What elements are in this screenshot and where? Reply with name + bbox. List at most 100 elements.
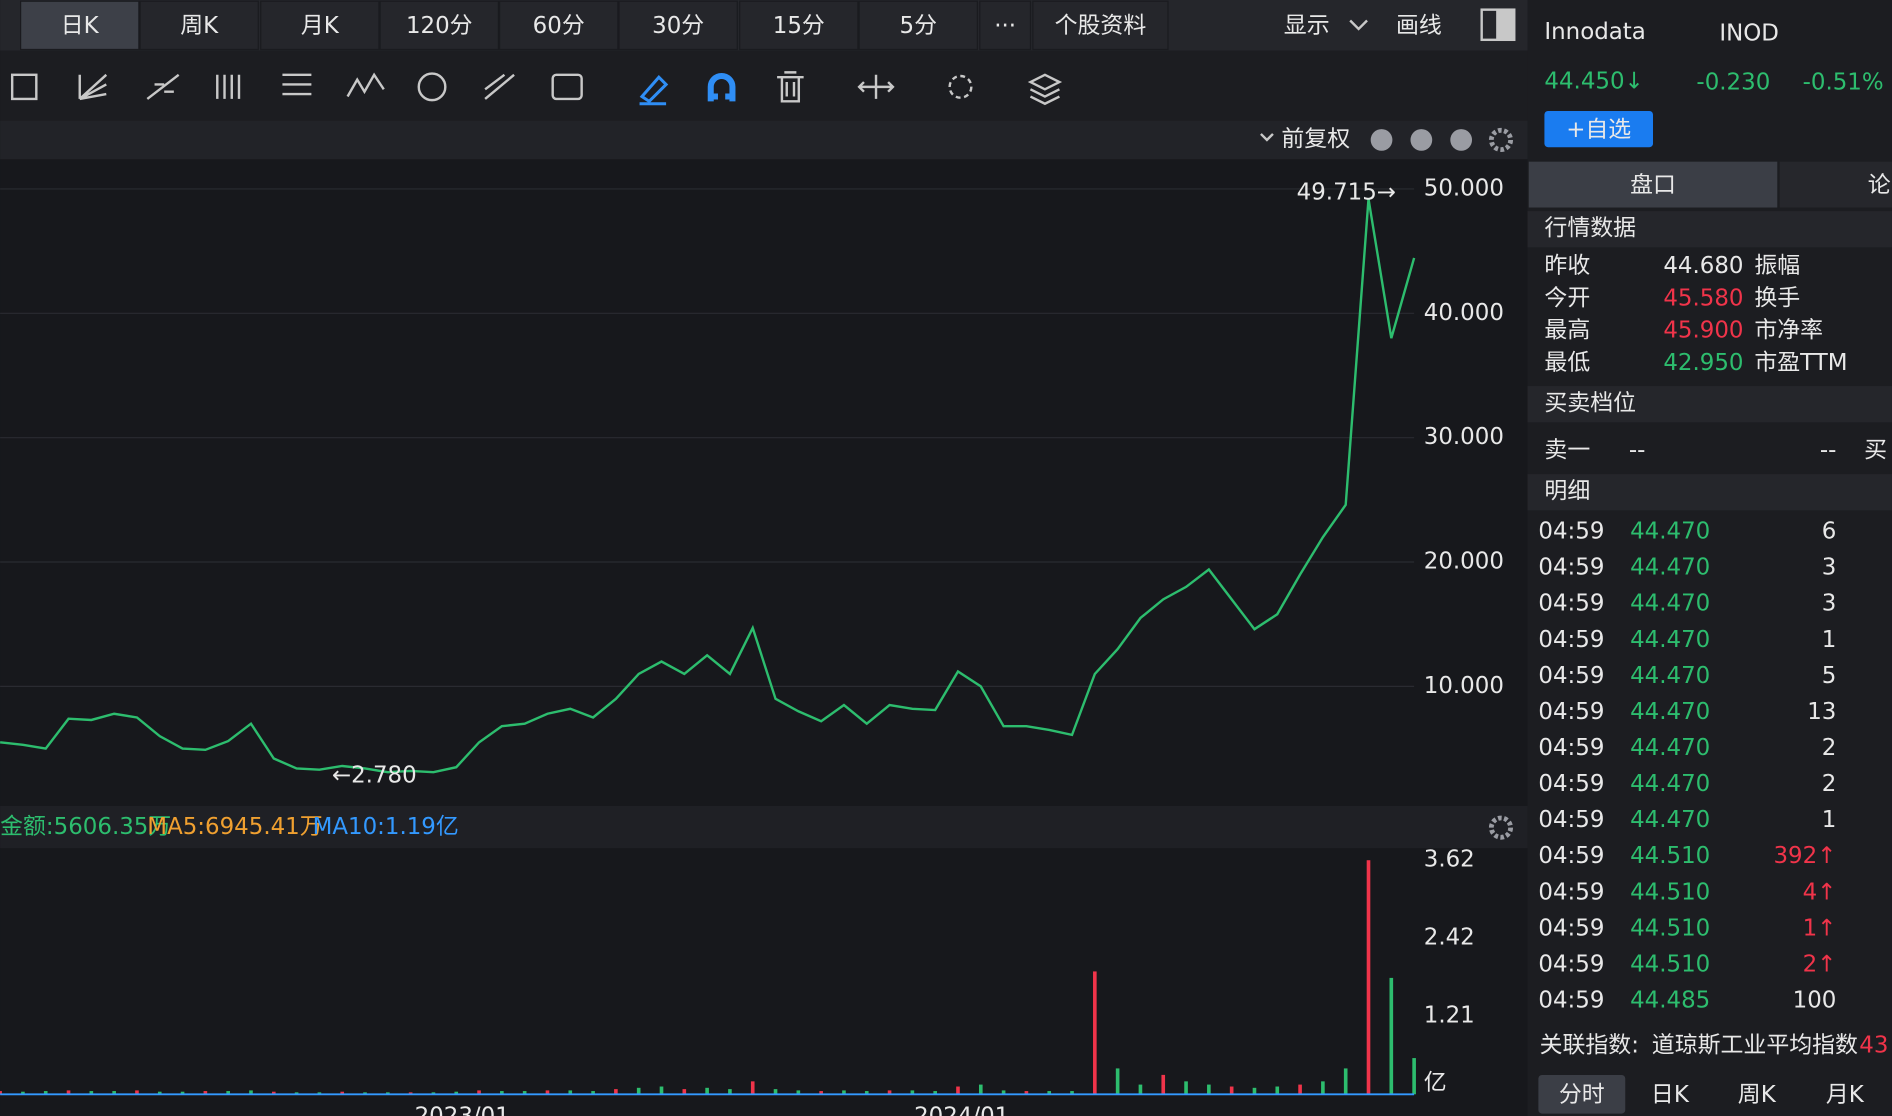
trade-price: 44.470 [1630,519,1710,545]
change-pct: -0.51% [1803,70,1884,96]
tool-icon[interactable] [417,72,447,102]
volume-bar [819,1091,823,1095]
trade-price: 44.470 [1630,699,1710,725]
volume-bar [933,1091,937,1095]
tool-icon[interactable] [948,74,973,99]
tool-icon[interactable] [777,71,804,103]
volume-bar [1252,1087,1257,1095]
tab-bg[interactable] [979,0,1032,51]
trade-volume: 3 [1822,555,1837,581]
bottom-tab-bg[interactable] [1538,1074,1626,1114]
settings-icon[interactable] [1488,127,1514,153]
trade-time: 04:59 [1538,591,1604,617]
trade-time: 04:59 [1538,735,1604,761]
tab[interactable]: ··· [994,13,1016,39]
watch-button[interactable] [1544,110,1654,148]
tool-icon[interactable] [1027,73,1063,106]
tool-icon[interactable] [484,73,515,100]
bottom-tab[interactable]: 日K [1651,1082,1690,1108]
minus-icon[interactable] [1450,129,1473,151]
tab-bg[interactable] [139,0,259,51]
volume-bar [1001,1090,1006,1095]
tab-bg[interactable] [1032,0,1169,51]
index-label: 关联指数: [1540,1033,1639,1059]
bottom-tab[interactable]: 分时 [1559,1082,1605,1108]
volume-bar [659,1086,664,1095]
tab-bg[interactable] [618,0,738,51]
annotation-high: 49.715→ [1297,180,1396,206]
chevron [1260,133,1274,142]
quote-label: 昨收 [1544,253,1590,279]
tab[interactable]: 月K [301,13,340,39]
tab-bg[interactable] [858,0,978,51]
bottom-tab[interactable]: 周K [1738,1082,1777,1108]
trade-volume: 392↑ [1773,843,1836,869]
trade-volume: 1 [1822,807,1837,833]
trade-time: 04:59 [1538,915,1604,941]
tab[interactable]: 60分 [533,13,585,39]
tab-bg[interactable] [739,0,859,51]
tool-icon[interactable] [78,73,108,101]
trade-time: 04:59 [1538,843,1604,869]
volume-bar [386,1092,390,1095]
panel-tab[interactable]: 论 [1868,172,1891,198]
panel-tab[interactable]: 盘口 [1630,172,1676,198]
tab-bg[interactable] [498,0,619,51]
tool-icon[interactable] [857,74,895,99]
volume-legend: MA10:1.19亿 [313,814,459,840]
volume-bar [431,1092,436,1095]
volume-bar [500,1091,504,1095]
volume-unit: 亿 [1424,1070,1447,1096]
drawing-tools [10,71,1063,106]
volume-bar [773,1089,778,1095]
tab-bg[interactable] [20,0,140,51]
tool-icon[interactable] [639,75,669,106]
watch-label[interactable]: +自选 [1566,117,1631,143]
tab-bg[interactable] [260,0,380,51]
volume-bar [1389,977,1394,1095]
tab[interactable]: 5分 [900,13,937,39]
volume-bar [1343,1068,1348,1095]
tool-icon[interactable] [551,73,583,101]
tab[interactable]: 个股资料 [1055,13,1147,39]
tab[interactable]: 15分 [773,13,825,39]
volume-bar [545,1090,550,1095]
panel-tab-bg[interactable] [1779,161,1892,208]
volume-bar [728,1089,732,1095]
volume-bar [636,1087,641,1095]
tab[interactable]: 30分 [652,13,704,39]
tool-icon[interactable] [10,73,38,101]
volume-bar [112,1091,116,1095]
volume-bar [1229,1086,1234,1095]
chevron [1349,19,1368,31]
panel-tab-bg[interactable] [1528,161,1778,208]
display-menu[interactable]: 显示 [1284,13,1330,39]
volume-bar [1184,1081,1188,1095]
tool-icon[interactable] [282,73,312,96]
trade-volume: 100 [1793,988,1837,1014]
volume-bar [1138,1084,1143,1095]
tool-icon[interactable] [216,74,241,99]
tool-icon[interactable] [346,72,385,98]
bottom-tab[interactable]: 月K [1826,1082,1865,1108]
tab[interactable]: 周K [180,13,219,39]
volume-bar [203,1091,208,1095]
trade-time: 04:59 [1538,988,1604,1014]
tool-icon[interactable] [707,73,736,102]
zoom-out-icon[interactable] [1370,129,1393,151]
tool-icon[interactable] [146,73,180,100]
draw-menu[interactable]: 画线 [1396,13,1442,39]
section-title: 买卖档位 [1544,391,1636,417]
tab[interactable]: 120分 [406,13,473,39]
quote-label: 市盈TTM [1754,350,1847,376]
section-title: 明细 [1544,479,1590,505]
tab[interactable]: 日K [61,13,100,39]
section-header [1527,474,1892,511]
volume-bar [705,1087,709,1095]
tab-bg[interactable] [379,0,499,51]
settings-icon[interactable] [1488,815,1514,840]
zoom-in-icon[interactable] [1410,129,1433,151]
panel-toggle-fill [1496,9,1515,40]
trade-price: 44.470 [1630,771,1710,797]
adjust-menu[interactable]: 前复权 [1281,126,1350,152]
